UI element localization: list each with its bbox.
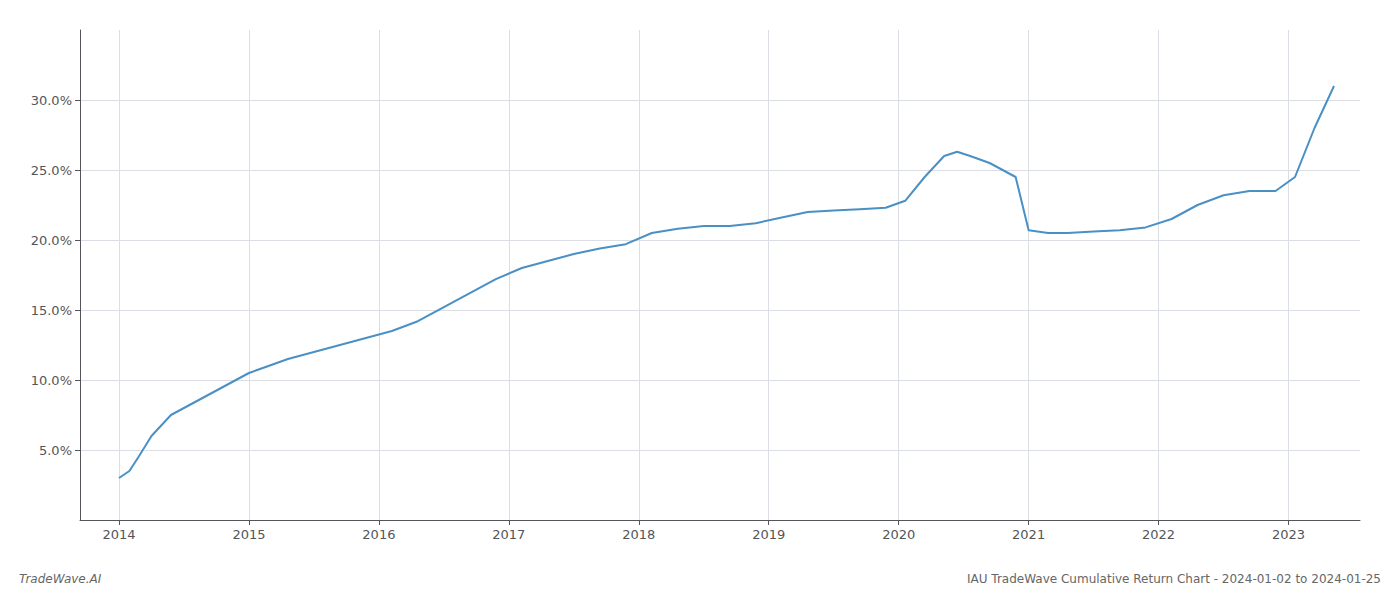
svg-text:2015: 2015 — [232, 527, 265, 542]
svg-text:2019: 2019 — [752, 527, 785, 542]
svg-text:2018: 2018 — [622, 527, 655, 542]
svg-text:10.0%: 10.0% — [31, 373, 72, 388]
svg-text:30.0%: 30.0% — [31, 93, 72, 108]
svg-text:IAU TradeWave Cumulative Retur: IAU TradeWave Cumulative Return Chart - … — [967, 572, 1381, 586]
svg-text:TradeWave.AI: TradeWave.AI — [19, 572, 102, 586]
svg-text:15.0%: 15.0% — [31, 303, 72, 318]
svg-text:2020: 2020 — [882, 527, 915, 542]
svg-text:25.0%: 25.0% — [31, 163, 72, 178]
svg-text:2023: 2023 — [1272, 527, 1305, 542]
svg-text:2022: 2022 — [1142, 527, 1175, 542]
svg-text:2017: 2017 — [492, 527, 525, 542]
svg-text:2014: 2014 — [102, 527, 135, 542]
svg-text:2021: 2021 — [1012, 527, 1045, 542]
svg-text:2016: 2016 — [362, 527, 395, 542]
svg-text:5.0%: 5.0% — [39, 443, 72, 458]
svg-text:20.0%: 20.0% — [31, 233, 72, 248]
